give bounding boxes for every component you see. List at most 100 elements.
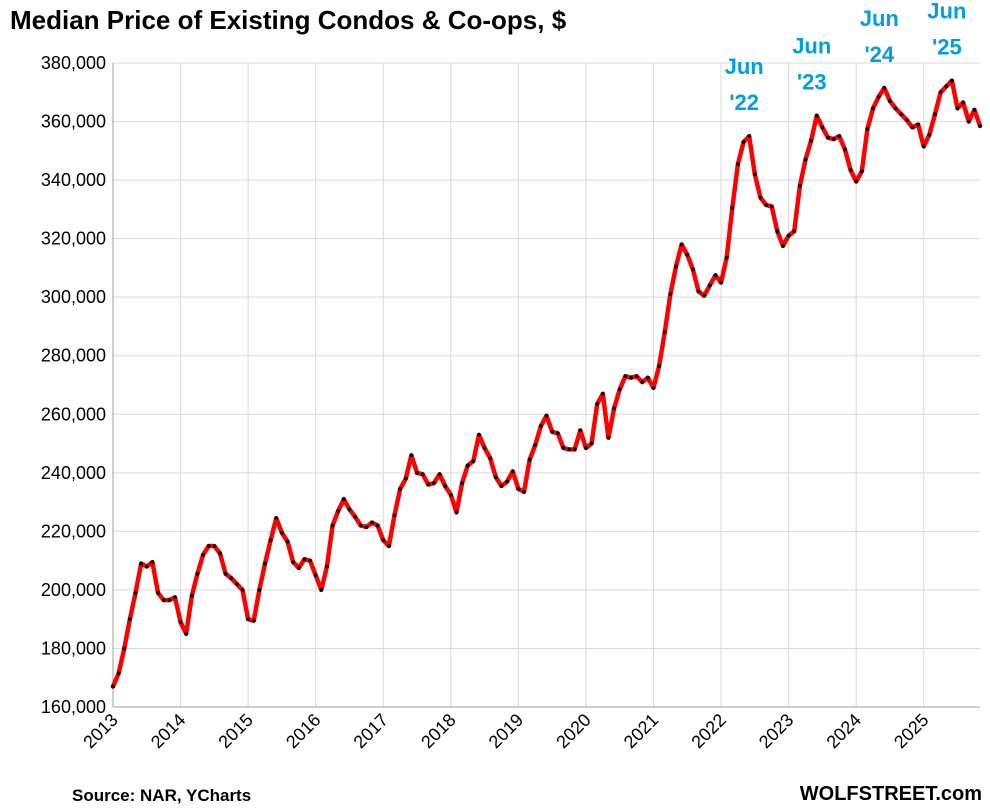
y-tick-label: 240,000 [41,463,106,483]
data-point [662,330,667,335]
annotation-label: '22 [729,90,759,115]
data-point [505,479,509,484]
data-point [690,267,695,272]
data-point [696,289,701,294]
data-point [927,132,932,137]
data-point [629,375,633,380]
data-point [353,514,357,519]
data-point [223,571,228,576]
data-point [195,571,200,576]
y-tick-label: 180,000 [41,638,106,658]
data-point [606,435,611,440]
x-tick-label: 2024 [823,710,865,752]
data-point [854,179,859,184]
data-point [916,122,920,127]
data-point [173,595,177,600]
data-point [437,472,442,477]
data-point [578,428,583,433]
data-point [274,516,279,521]
data-point [212,544,217,548]
data-point [409,453,414,458]
data-point [933,112,937,117]
data-point [809,138,814,143]
data-point [837,134,842,139]
data-point [572,447,577,452]
data-point [831,137,836,142]
axes [112,63,980,708]
data-point [161,598,166,603]
data-point [398,487,403,491]
data-point [386,544,391,548]
data-point [814,113,819,118]
data-point [775,229,780,234]
data-point [116,671,121,676]
data-point [381,538,386,543]
data-point [139,561,144,566]
data-point [859,169,864,174]
data-point [415,470,419,475]
data-point [460,481,464,485]
data-point [302,557,307,562]
data-point [899,112,904,117]
source-note: Source: NAR, YCharts [72,786,252,805]
data-point [308,558,312,563]
x-tick-label: 2015 [214,710,256,752]
y-tick-label: 320,000 [41,229,106,249]
data-point [330,523,335,528]
data-point [167,598,172,603]
data-point [178,620,183,625]
data-point [786,233,791,238]
x-axis-tick-labels: 2013 2014 2015 2016 2017 2018 2019 2020 2021 2022… [79,710,932,752]
data-point [443,484,448,488]
data-point [555,431,560,436]
y-tick-label: 260,000 [41,404,106,424]
data-point [893,106,898,111]
data-point [781,244,785,248]
data-point [488,456,493,461]
x-tick-label: 2021 [620,710,662,752]
data-point [938,90,943,95]
data-point [617,387,622,392]
x-tick-label: 2014 [147,710,189,752]
annotation-label: Jun [860,6,899,31]
y-tick-label: 380,000 [41,53,106,73]
data-point [584,446,588,450]
data-point [347,507,352,512]
data-point [296,566,301,570]
annotation-label: Jun [792,34,831,59]
data-point [876,94,881,99]
data-point [522,489,526,494]
y-tick-label: 340,000 [41,170,106,190]
data-point [826,135,830,140]
data-point [595,402,600,406]
x-tick-label: 2019 [485,710,527,752]
data-point [403,476,408,481]
data-point [206,544,211,548]
data-point [127,617,132,622]
y-tick-label: 160,000 [41,697,106,717]
data-point [888,99,892,103]
data-point [246,617,251,622]
data-point [949,78,954,83]
data-point [218,551,222,556]
data-point [792,229,797,234]
annotations: Jun '22 Jun '23 Jun '24 Jun '25 [725,0,967,115]
data-point [392,513,397,518]
data-point [268,538,273,543]
y-tick-label: 280,000 [41,346,106,366]
x-tick-label: 2025 [890,710,932,752]
data-point [803,157,808,162]
data-point [454,510,459,515]
data-point [730,206,735,210]
data-point [685,252,690,257]
annotation-label: '24 [864,42,894,67]
data-point [567,447,571,452]
y-tick-label: 200,000 [41,580,106,600]
data-point [961,100,966,105]
annotation-label: Jun [725,54,764,79]
y-tick-label: 360,000 [41,112,106,132]
series-markers [111,78,982,689]
data-point [702,293,707,298]
data-point [843,147,847,152]
data-point [370,520,374,525]
